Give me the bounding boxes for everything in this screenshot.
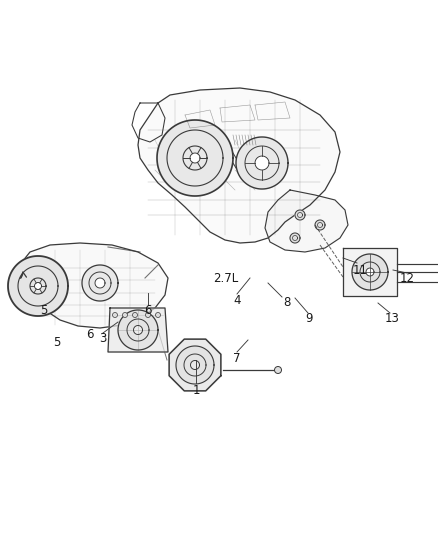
- Circle shape: [112, 312, 117, 318]
- Circle shape: [145, 312, 150, 318]
- Text: 11: 11: [352, 263, 367, 277]
- Text: 6: 6: [144, 303, 152, 317]
- Polygon shape: [35, 282, 42, 289]
- Polygon shape: [169, 339, 220, 391]
- Text: 5: 5: [40, 303, 48, 317]
- Polygon shape: [133, 326, 142, 335]
- Circle shape: [155, 312, 160, 318]
- Text: 6: 6: [86, 328, 94, 342]
- Polygon shape: [351, 254, 387, 290]
- Polygon shape: [138, 88, 339, 243]
- Polygon shape: [157, 120, 233, 196]
- Text: 3: 3: [99, 332, 106, 344]
- Circle shape: [132, 312, 137, 318]
- Polygon shape: [236, 137, 287, 189]
- Polygon shape: [8, 256, 68, 316]
- Text: 5: 5: [53, 336, 60, 350]
- Text: 4: 4: [233, 294, 240, 306]
- Text: 9: 9: [304, 311, 312, 325]
- Polygon shape: [20, 243, 168, 328]
- Polygon shape: [314, 220, 324, 230]
- Text: 1: 1: [192, 384, 199, 397]
- Polygon shape: [294, 210, 304, 220]
- Polygon shape: [290, 233, 299, 243]
- Polygon shape: [108, 308, 168, 352]
- Circle shape: [122, 312, 127, 318]
- Circle shape: [274, 367, 281, 374]
- Polygon shape: [265, 190, 347, 252]
- Text: 2.7L: 2.7L: [213, 271, 238, 285]
- Polygon shape: [95, 278, 105, 288]
- Polygon shape: [82, 265, 118, 301]
- Polygon shape: [254, 156, 268, 170]
- Polygon shape: [342, 248, 396, 296]
- Text: 13: 13: [384, 311, 399, 325]
- Text: 8: 8: [283, 295, 290, 309]
- Text: 12: 12: [399, 271, 413, 285]
- Polygon shape: [190, 360, 199, 369]
- Polygon shape: [176, 346, 213, 384]
- Polygon shape: [365, 268, 373, 276]
- Polygon shape: [118, 310, 158, 350]
- Text: 7: 7: [233, 351, 240, 365]
- Polygon shape: [190, 153, 200, 163]
